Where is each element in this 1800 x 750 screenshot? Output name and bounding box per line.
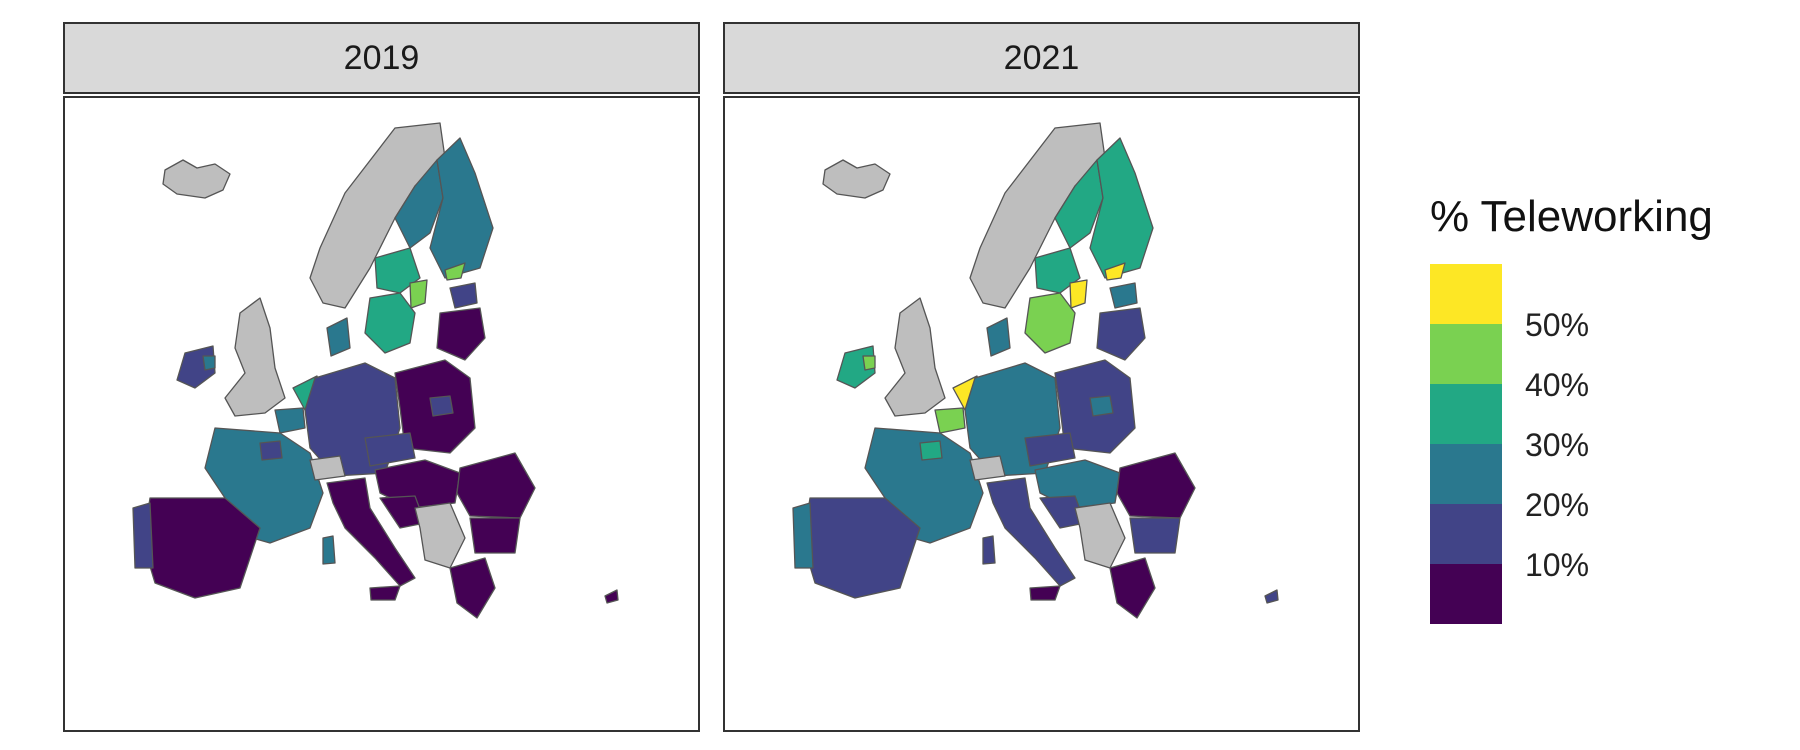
legend-swatch	[1430, 444, 1502, 504]
region-norway	[969, 122, 1106, 309]
region-warsaw	[1089, 395, 1114, 417]
region-spain	[802, 497, 921, 599]
legend-swatch	[1430, 384, 1502, 444]
region-greece	[449, 557, 496, 619]
region-czechia	[1024, 432, 1076, 467]
legend-label-40: 40%	[1525, 367, 1590, 403]
region-iceland	[162, 159, 231, 199]
region-spain	[142, 497, 261, 599]
region-finland	[1089, 137, 1154, 279]
region-stockholm	[409, 279, 428, 309]
choropleth-map-2019	[63, 96, 700, 732]
region-austria-hungary	[374, 459, 461, 509]
legend-swatch	[1430, 324, 1502, 384]
legend-label-10: 10%	[1525, 547, 1590, 583]
region-italy	[986, 477, 1076, 587]
region-norway	[309, 122, 446, 309]
legend-swatch	[1430, 264, 1502, 324]
region-paris	[259, 440, 283, 461]
legend-swatch	[1430, 564, 1502, 624]
legend-swatch	[1430, 504, 1502, 564]
region-portugal	[132, 502, 154, 569]
region-cyprus	[604, 589, 619, 604]
panel-title-2021: 2021	[1003, 38, 1080, 77]
panel-title-2019: 2019	[343, 38, 420, 77]
region-denmark	[986, 317, 1011, 357]
panel-strip-2019: 2019	[63, 22, 700, 94]
region-belgium	[274, 407, 306, 434]
region-estonia	[1109, 282, 1138, 309]
region-portugal	[792, 502, 814, 569]
region-estonia	[449, 282, 478, 309]
region-latvia-lithuania	[1096, 307, 1146, 361]
region-belgium	[934, 407, 966, 434]
region-latvia-lithuania	[436, 307, 486, 361]
region-cyprus	[1264, 589, 1279, 604]
region-uk	[224, 297, 286, 417]
region-stockholm	[1069, 279, 1088, 309]
region-greece	[1109, 557, 1156, 619]
region-switzerland	[969, 455, 1006, 481]
region-switzerland	[309, 455, 346, 481]
region-dublin	[862, 355, 876, 371]
region-sicily	[369, 585, 401, 601]
region-bulgaria	[469, 517, 521, 554]
legend-title: % Teleworking	[1430, 192, 1713, 241]
region-czechia	[364, 432, 416, 467]
region-iceland	[822, 159, 891, 199]
region-italy	[326, 477, 416, 587]
map-panel-2019: 2019	[63, 22, 700, 732]
region-romania	[456, 452, 536, 519]
region-sardinia	[982, 535, 996, 565]
region-dublin	[202, 355, 216, 371]
region-paris	[919, 440, 943, 461]
region-romania	[1116, 452, 1196, 519]
region-western-balkans	[414, 502, 466, 569]
legend-label-50: 50%	[1525, 307, 1590, 343]
region-denmark	[326, 317, 351, 357]
color-legend: % Teleworking 50% 40% 30% 20% 10%	[1430, 192, 1760, 624]
region-sweden-south	[1024, 292, 1076, 354]
region-sweden-south	[364, 292, 416, 354]
map-panel-2021: 2021	[723, 22, 1360, 732]
region-warsaw	[429, 395, 454, 417]
region-western-balkans	[1074, 502, 1126, 569]
region-sicily	[1029, 585, 1061, 601]
region-bulgaria	[1129, 517, 1181, 554]
legend-label-20: 20%	[1525, 487, 1590, 523]
region-sardinia	[322, 535, 336, 565]
legend-label-30: 30%	[1525, 427, 1590, 463]
region-finland	[429, 137, 494, 279]
region-helsinki	[444, 262, 466, 281]
region-austria-hungary	[1034, 459, 1121, 509]
region-helsinki	[1104, 262, 1126, 281]
legend-colorbar	[1430, 264, 1502, 624]
choropleth-map-2021	[723, 96, 1360, 732]
panel-strip-2021: 2021	[723, 22, 1360, 94]
region-uk	[884, 297, 946, 417]
